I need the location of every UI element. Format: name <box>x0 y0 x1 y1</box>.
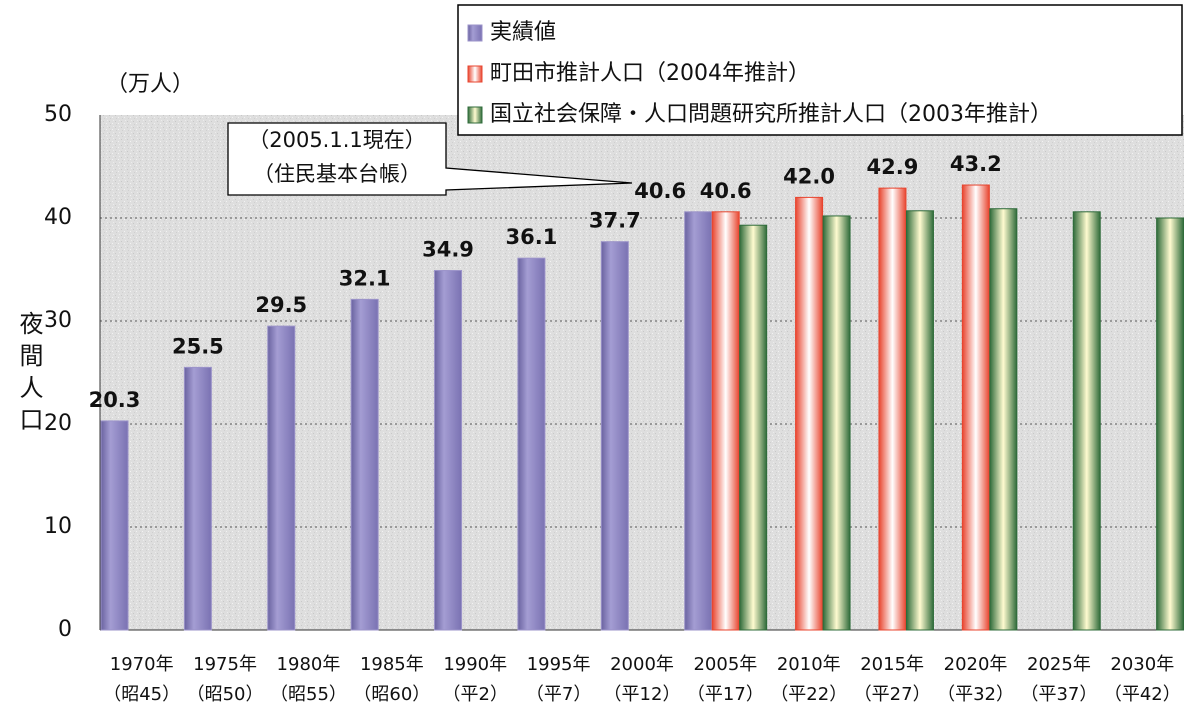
x-tick-label: 2005年 <box>693 654 757 675</box>
bar <box>878 187 907 631</box>
y-tick-label: 10 <box>44 514 72 539</box>
x-tick-label: （平37） <box>1020 684 1097 705</box>
y-tick-label: 40 <box>44 205 72 230</box>
data-label: 37.7 <box>589 209 641 233</box>
x-tick-label: 1980年 <box>277 654 341 675</box>
data-label: 42.0 <box>783 164 835 188</box>
data-label: 36.1 <box>506 225 558 249</box>
bar <box>267 325 296 631</box>
legend-label: 実績値 <box>490 20 556 45</box>
y-tick-label: 20 <box>44 411 72 436</box>
x-tick-label: （平22） <box>770 684 847 705</box>
bar <box>961 184 990 631</box>
data-label: 32.1 <box>339 266 391 290</box>
data-label: 20.3 <box>89 388 141 412</box>
x-tick-label: 1990年 <box>443 654 507 675</box>
bar <box>350 298 379 631</box>
x-tick-label: 1995年 <box>527 654 591 675</box>
x-tick-label: （昭60） <box>353 684 430 705</box>
legend-swatch <box>467 65 483 83</box>
bar <box>711 211 740 631</box>
x-tick-label: 2010年 <box>777 654 841 675</box>
bar <box>1156 217 1184 631</box>
legend-swatch <box>467 24 483 42</box>
x-tick-label: 1985年 <box>360 654 424 675</box>
x-tick-label: （平42） <box>1104 684 1181 705</box>
data-label: 43.2 <box>950 152 1002 176</box>
data-label: 34.9 <box>422 238 474 262</box>
x-tick-label: （昭50） <box>187 684 264 705</box>
x-tick-label: 2030年 <box>1110 654 1174 675</box>
y-tick-label: 30 <box>44 308 72 333</box>
y-tick-label: 50 <box>44 102 72 127</box>
data-label: 42.9 <box>867 155 919 179</box>
x-tick-label: （平17） <box>687 684 764 705</box>
data-label: 40.6 <box>700 179 752 203</box>
x-tick-label: （平32） <box>937 684 1014 705</box>
bar <box>989 208 1018 631</box>
x-tick-label: （昭45） <box>103 684 180 705</box>
bar <box>905 210 934 631</box>
x-tick-label: 1975年 <box>193 654 257 675</box>
bar <box>1072 211 1101 631</box>
data-label: 29.5 <box>255 293 307 317</box>
bar <box>600 241 629 631</box>
bar <box>684 211 713 631</box>
annotation: （2005.1.1現在） <box>248 128 426 152</box>
bar <box>100 420 129 631</box>
x-tick-label: 2000年 <box>610 654 674 675</box>
legend-swatch <box>467 106 483 124</box>
data-label: 25.5 <box>172 334 224 358</box>
x-tick-label: 2020年 <box>944 654 1008 675</box>
x-tick-label: （平27） <box>854 684 931 705</box>
y-tick-label: 0 <box>58 617 72 642</box>
y-axis-label: 夜間人口 <box>15 311 43 439</box>
bar <box>434 270 463 631</box>
bar <box>795 196 824 631</box>
annotation: （住民基本台帳） <box>253 162 421 186</box>
bar <box>822 215 851 631</box>
x-tick-label: （昭55） <box>270 684 347 705</box>
bar <box>183 366 212 631</box>
x-tick-label: （平7） <box>526 684 591 705</box>
x-tick-label: （平2） <box>443 684 508 705</box>
data-label: 40.6 <box>634 179 686 203</box>
legend-label: 町田市推計人口（2004年推計） <box>490 61 810 86</box>
bar <box>517 257 546 631</box>
x-tick-label: 2025年 <box>1027 654 1091 675</box>
x-tick-label: （平12） <box>604 684 681 705</box>
x-tick-label: 1970年 <box>110 654 174 675</box>
legend-label: 国立社会保障・人口問題研究所推計人口（2003年推計） <box>490 102 1052 127</box>
x-tick-label: 2015年 <box>860 654 924 675</box>
bar <box>739 224 768 631</box>
legend-box <box>457 4 1183 136</box>
callout <box>227 122 633 196</box>
y-unit: （万人） <box>106 72 194 97</box>
